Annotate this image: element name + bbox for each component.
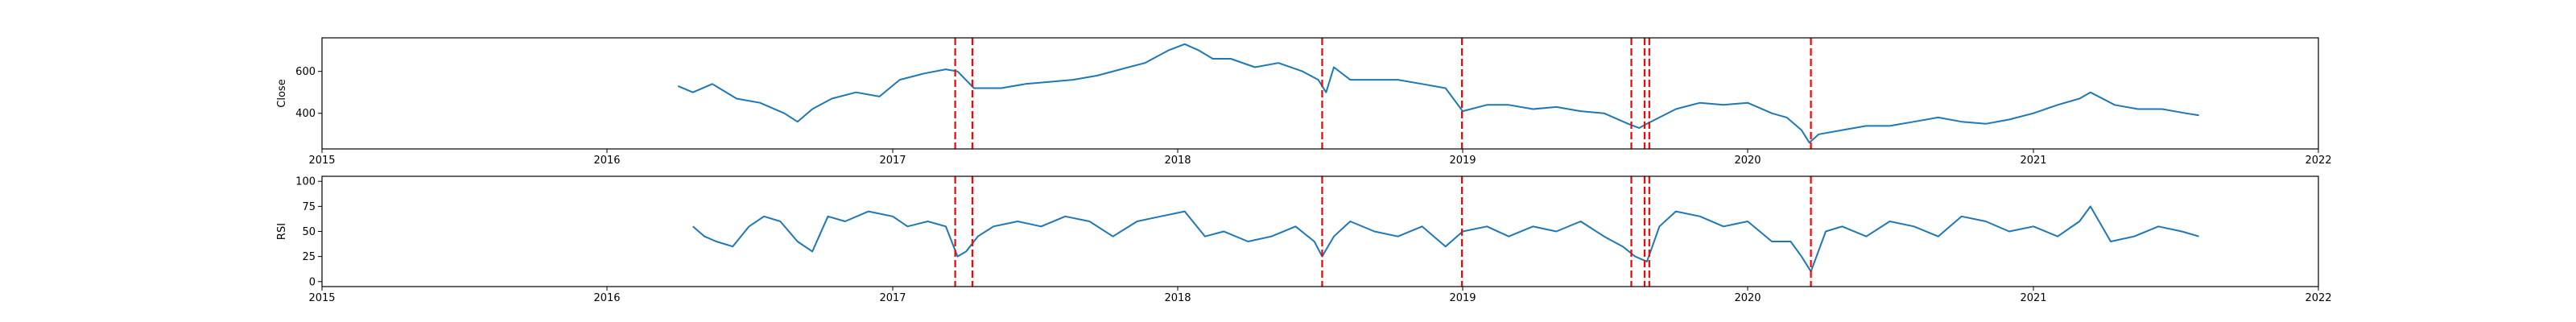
x-tick-label: 2020 — [1734, 155, 1761, 167]
y-tick-label: 50 — [302, 226, 316, 238]
y-tick-label: 100 — [295, 176, 316, 188]
rsi-panel: 2015 2016 2017 2018 2019 2020 2021 2022 0 25 50 75 1… — [276, 175, 2332, 304]
x-tick-label: 2017 — [879, 292, 906, 304]
x-tick-label: 2022 — [2305, 292, 2331, 304]
y-tick-label: 25 — [302, 251, 316, 263]
x-tick-label: 2015 — [308, 292, 335, 304]
series-line — [677, 43, 2199, 144]
y-tick-label: 600 — [295, 66, 316, 78]
y-tick-label: 0 — [309, 276, 316, 288]
axes-frame — [321, 37, 2319, 150]
x-tick-label: 2020 — [1734, 292, 1761, 304]
x-tick-label: 2019 — [1449, 292, 1476, 304]
series-line — [692, 205, 2199, 273]
x-tick-label: 2018 — [1164, 155, 1191, 167]
y-tick-label: 75 — [302, 201, 316, 213]
y-axis-label: Close — [276, 79, 288, 107]
y-axis-label: RSI — [276, 223, 288, 240]
axes-frame — [321, 175, 2319, 287]
y-tick-label: 400 — [295, 108, 316, 120]
x-tick-label: 2022 — [2305, 155, 2331, 167]
x-tick-label: 2017 — [879, 155, 906, 167]
x-tick-label: 2016 — [593, 155, 620, 167]
x-tick-label: 2015 — [308, 155, 335, 167]
x-tick-label: 2021 — [2020, 292, 2046, 304]
x-tick-label: 2019 — [1449, 155, 1476, 167]
x-tick-label: 2018 — [1164, 292, 1191, 304]
close-price-panel: 2015 2016 2017 2018 2019 2020 2021 2022 400 600 Cl… — [276, 37, 2332, 167]
x-tick-label: 2021 — [2020, 155, 2046, 167]
x-tick-label: 2016 — [593, 292, 620, 304]
